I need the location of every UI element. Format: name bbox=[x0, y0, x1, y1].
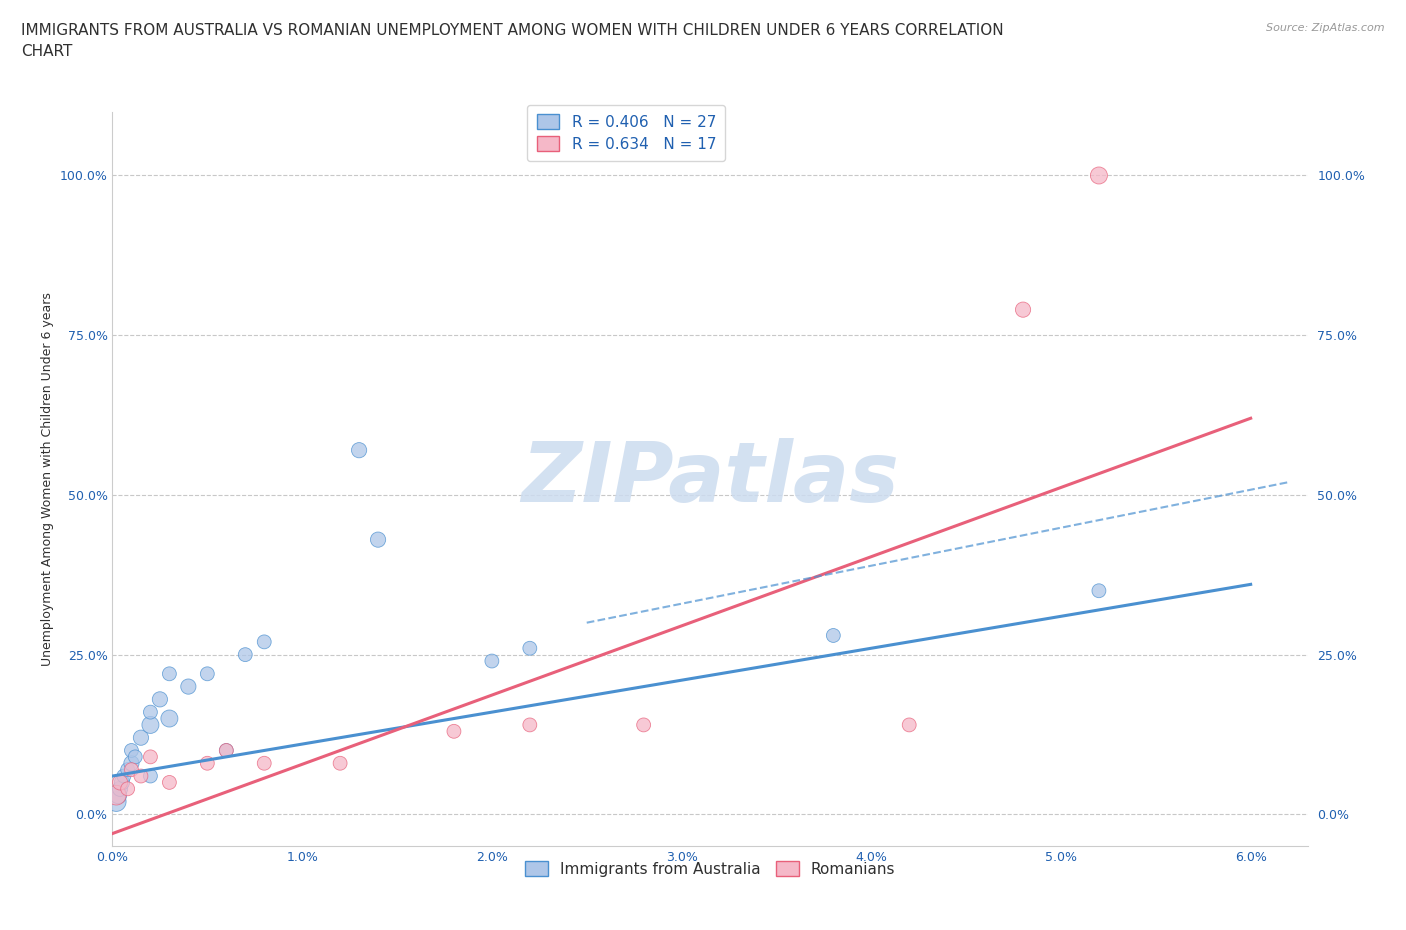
Point bbox=[124, 750, 146, 764]
Point bbox=[111, 775, 134, 790]
Point bbox=[139, 768, 162, 783]
Point bbox=[215, 743, 238, 758]
Text: Source: ZipAtlas.com: Source: ZipAtlas.com bbox=[1267, 23, 1385, 33]
Point bbox=[347, 443, 370, 458]
Point bbox=[129, 768, 152, 783]
Point bbox=[215, 743, 238, 758]
Point bbox=[823, 628, 845, 643]
Point bbox=[481, 654, 503, 669]
Point bbox=[519, 641, 541, 656]
Point bbox=[120, 763, 142, 777]
Point bbox=[633, 717, 655, 732]
Point bbox=[120, 743, 142, 758]
Point bbox=[117, 781, 139, 796]
Point bbox=[105, 794, 128, 809]
Y-axis label: Unemployment Among Women with Children Under 6 years: Unemployment Among Women with Children U… bbox=[41, 292, 55, 666]
Point bbox=[233, 647, 256, 662]
Point bbox=[898, 717, 921, 732]
Point bbox=[108, 781, 131, 796]
Point bbox=[112, 768, 135, 783]
Point bbox=[253, 756, 276, 771]
Point bbox=[157, 711, 180, 726]
Point bbox=[157, 775, 180, 790]
Point bbox=[329, 756, 352, 771]
Point bbox=[139, 705, 162, 720]
Point bbox=[1088, 168, 1111, 183]
Point bbox=[120, 756, 142, 771]
Text: ZIPatlas: ZIPatlas bbox=[522, 438, 898, 520]
Text: IMMIGRANTS FROM AUSTRALIA VS ROMANIAN UNEMPLOYMENT AMONG WOMEN WITH CHILDREN UND: IMMIGRANTS FROM AUSTRALIA VS ROMANIAN UN… bbox=[21, 23, 1004, 60]
Point bbox=[253, 634, 276, 649]
Point bbox=[139, 750, 162, 764]
Point bbox=[149, 692, 172, 707]
Point bbox=[108, 775, 131, 790]
Point bbox=[107, 788, 129, 803]
Point bbox=[367, 532, 389, 547]
Point bbox=[129, 730, 152, 745]
Point bbox=[1012, 302, 1035, 317]
Point bbox=[195, 667, 218, 682]
Legend: Immigrants from Australia, Romanians: Immigrants from Australia, Romanians bbox=[519, 855, 901, 883]
Point bbox=[117, 763, 139, 777]
Point bbox=[519, 717, 541, 732]
Point bbox=[157, 667, 180, 682]
Point bbox=[177, 679, 200, 694]
Point bbox=[443, 724, 465, 738]
Point bbox=[195, 756, 218, 771]
Point bbox=[139, 717, 162, 732]
Point bbox=[1088, 583, 1111, 598]
Point bbox=[105, 788, 128, 803]
